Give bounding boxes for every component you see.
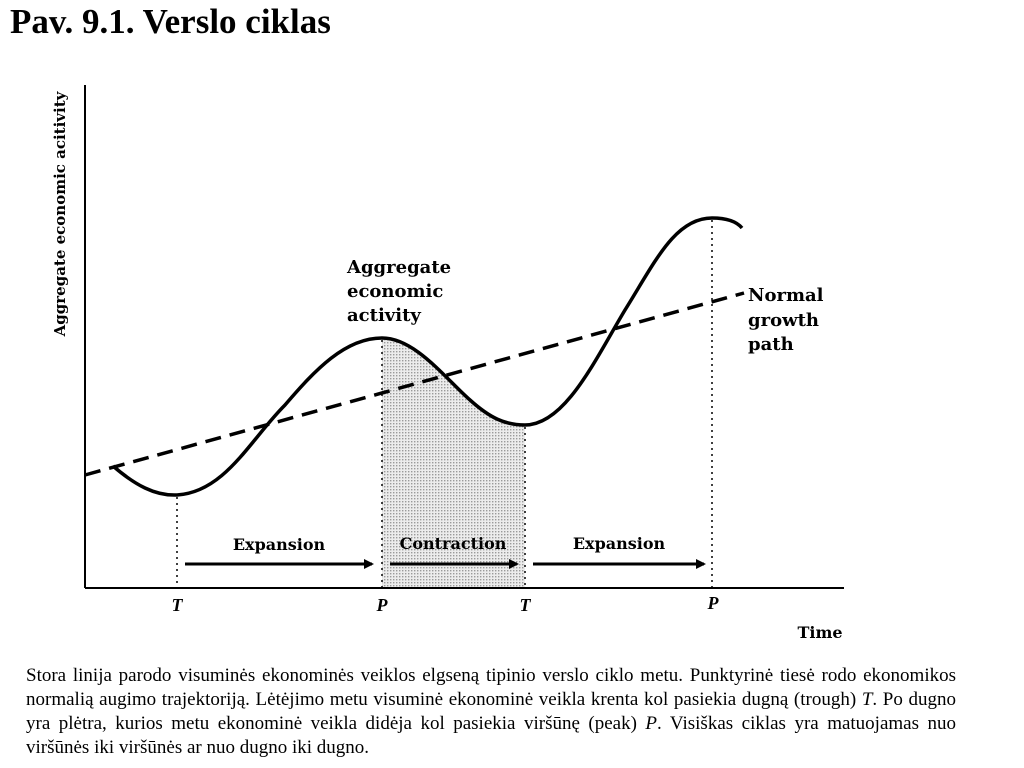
normal-growth-path-line <box>84 291 745 477</box>
tick-label-trough-2: T <box>520 595 532 615</box>
phase-label-contraction: Contraction <box>400 534 507 553</box>
tick-label-peak-2: P <box>707 593 720 613</box>
phase-label-expansion-2: Expansion <box>573 534 666 553</box>
contraction-shading <box>382 338 525 588</box>
figure-caption: Stora linija parodo visuminės ekonominės… <box>26 664 956 760</box>
caption-trough-symbol: T <box>861 689 873 710</box>
page-title: Pav. 9.1. Verslo ciklas <box>10 2 331 41</box>
trend-label-line-1: Normal <box>748 285 824 306</box>
trend-label-line-2: growth <box>748 310 819 331</box>
curve-label: Aggregate economic activity <box>346 257 457 326</box>
curve-label-line-1: Aggregate <box>346 257 451 278</box>
curve-label-line-3: activity <box>347 305 421 326</box>
business-cycle-diagram: Expansion Contraction Expansion T P T P … <box>51 85 844 642</box>
x-axis-label: Time <box>797 623 842 642</box>
tick-label-trough-1: T <box>172 595 184 615</box>
trend-label: Normal growth path <box>748 285 830 355</box>
caption-text-1: Stora linija parodo visuminės ekonominės… <box>26 665 956 710</box>
caption-text-3: . Visiškas ciklas yra matuojamas nuo vir… <box>26 713 956 758</box>
aggregate-activity-curve <box>111 216 744 497</box>
y-axis-label: Aggregate economic acitivity <box>51 90 69 337</box>
caption-peak-symbol: P <box>645 713 657 734</box>
tick-label-peak-1: P <box>376 595 389 615</box>
trend-label-line-3: path <box>748 334 794 355</box>
caption-text-2: . Po dugno yra plėtra, kurios metu ekono… <box>26 689 956 734</box>
curve-label-line-2: economic <box>347 281 443 302</box>
phase-label-expansion-1: Expansion <box>233 535 326 554</box>
